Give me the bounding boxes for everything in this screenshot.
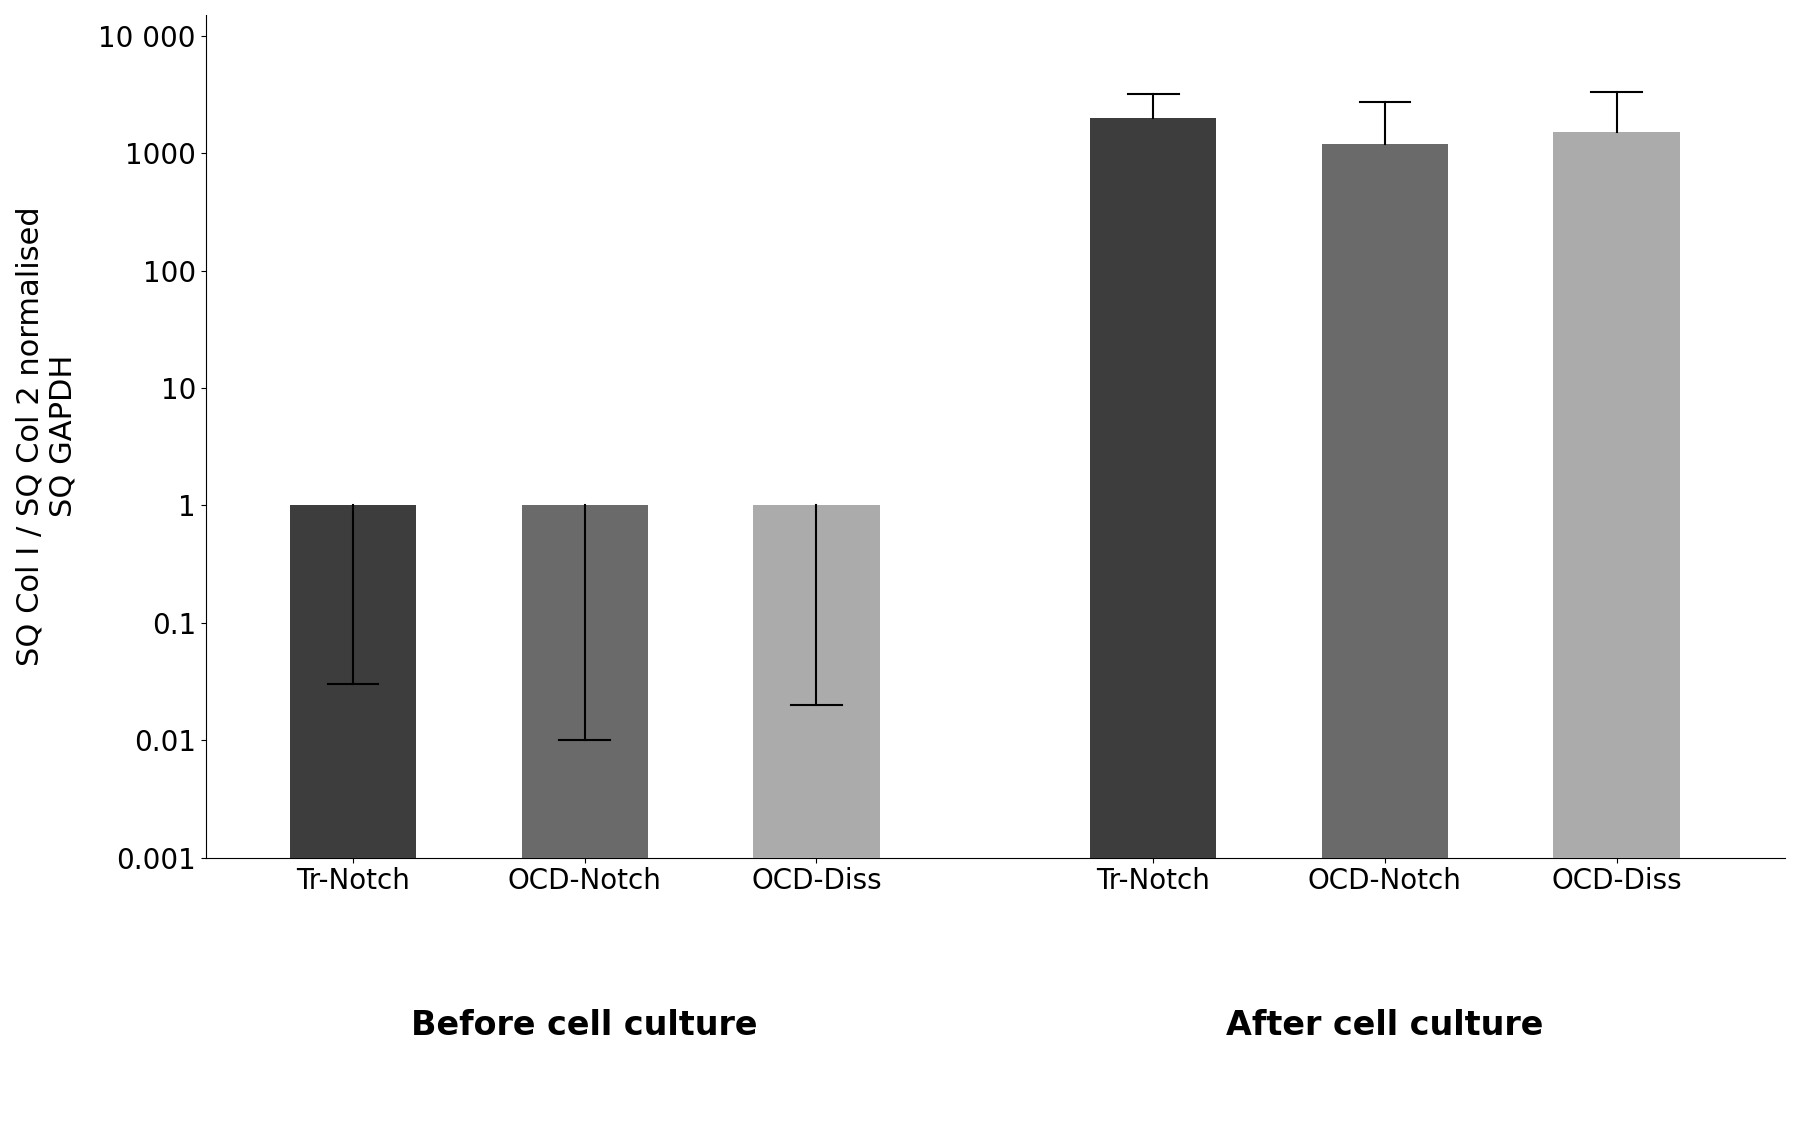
Bar [522,505,648,858]
Text: Before cell culture: Before cell culture [412,1009,758,1042]
Y-axis label: SQ Col I / SQ Col 2 normalised
SQ GAPDH: SQ Col I / SQ Col 2 normalised SQ GAPDH [14,207,77,666]
Bar [290,505,416,858]
Text: After cell culture: After cell culture [1226,1009,1544,1042]
Bar [1321,144,1447,858]
Bar [752,505,880,858]
Bar [1091,118,1217,858]
Bar [1553,132,1679,858]
